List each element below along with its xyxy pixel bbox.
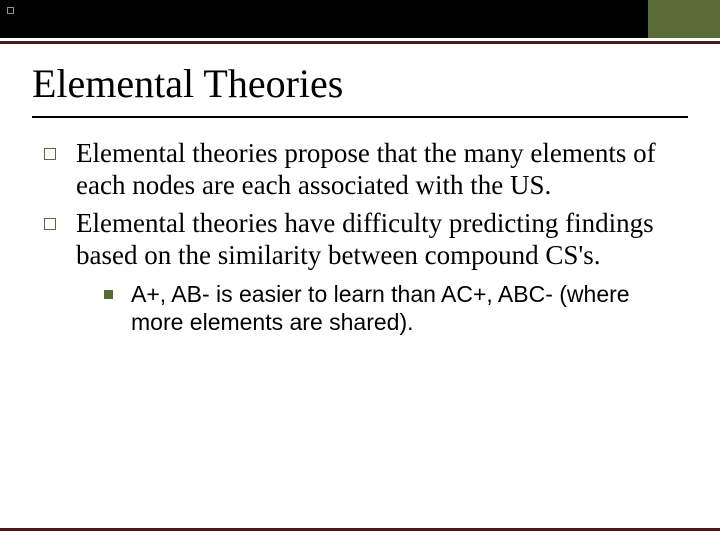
bullet-item: Elemental theories have difficulty predi… <box>44 208 676 272</box>
bottom-rule <box>0 528 720 531</box>
bullet-text: Elemental theories propose that the many… <box>76 138 676 202</box>
top-decorative-band <box>0 0 720 38</box>
corner-square-icon <box>7 7 14 14</box>
band-black-segment <box>0 0 648 38</box>
bullet-text: Elemental theories have difficulty predi… <box>76 208 676 272</box>
band-olive-segment <box>648 0 720 38</box>
top-rule <box>0 41 720 44</box>
bullet-item: Elemental theories propose that the many… <box>44 138 676 202</box>
hollow-square-icon <box>44 218 56 230</box>
filled-square-icon <box>104 290 113 299</box>
content-area: Elemental theories propose that the many… <box>44 138 676 337</box>
slide-title: Elemental Theories <box>32 60 343 107</box>
sub-bullet-text: A+, AB- is easier to learn than AC+, ABC… <box>131 281 676 336</box>
hollow-square-icon <box>44 148 56 160</box>
title-underline <box>32 116 688 118</box>
sub-bullet-item: A+, AB- is easier to learn than AC+, ABC… <box>104 281 676 336</box>
